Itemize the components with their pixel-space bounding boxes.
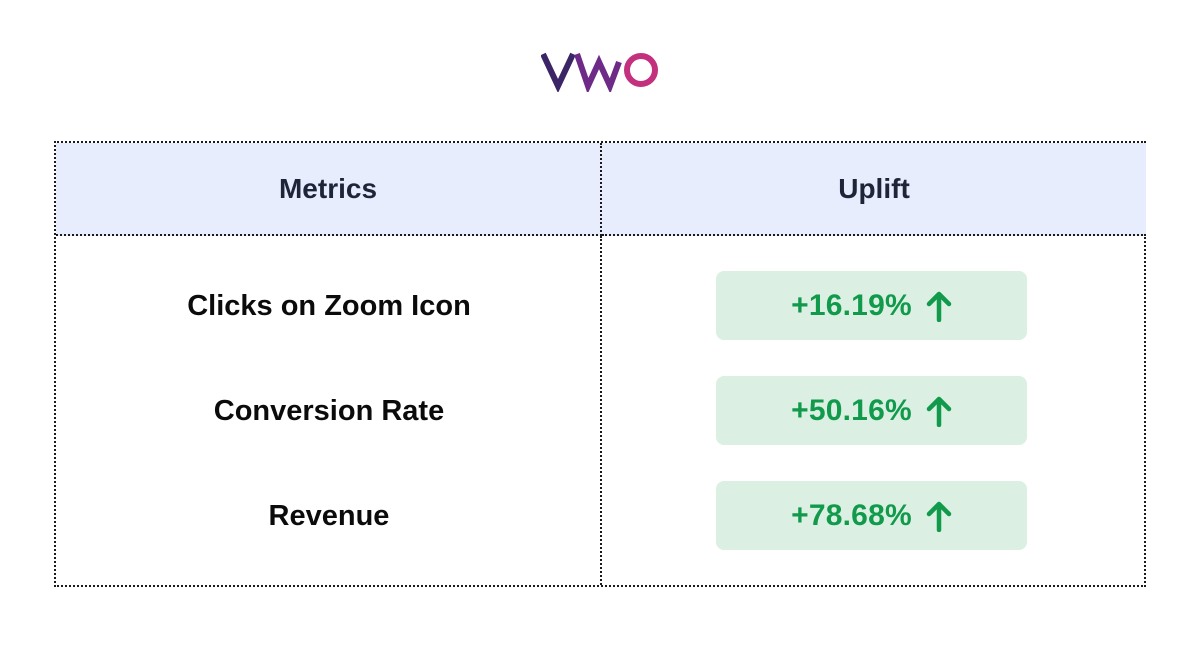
metric-label: Clicks on Zoom Icon <box>187 290 471 322</box>
uplift-column: +16.19% +50.16% +78.68% <box>602 236 1146 585</box>
arrow-up-icon <box>926 291 952 322</box>
header-uplift: Uplift <box>602 143 1146 236</box>
metric-label: Revenue <box>268 500 390 532</box>
header-metrics: Metrics <box>56 143 602 236</box>
arrow-up-icon <box>926 396 952 427</box>
arrow-up-icon <box>926 501 952 532</box>
metrics-column: Clicks on Zoom Icon Conversion Rate Reve… <box>56 236 602 585</box>
logo-v-shape <box>541 52 576 92</box>
uplift-table: Metrics Uplift Clicks on Zoom Icon Conve… <box>54 141 1146 587</box>
uplift-badge: +16.19% <box>716 271 1027 340</box>
header-uplift-label: Uplift <box>838 172 910 204</box>
uplift-value: +50.16% <box>791 393 912 427</box>
uplift-badge: +78.68% <box>716 481 1027 550</box>
metric-label: Conversion Rate <box>213 395 445 427</box>
vwo-logo-mark <box>541 52 658 92</box>
logo-o-shape <box>624 53 658 87</box>
logo-w-shape <box>574 53 622 92</box>
vwo-logo <box>541 48 661 92</box>
uplift-value: +78.68% <box>791 498 912 532</box>
uplift-badge: +50.16% <box>716 376 1027 445</box>
header-metrics-label: Metrics <box>278 172 378 204</box>
uplift-value: +16.19% <box>791 288 912 322</box>
